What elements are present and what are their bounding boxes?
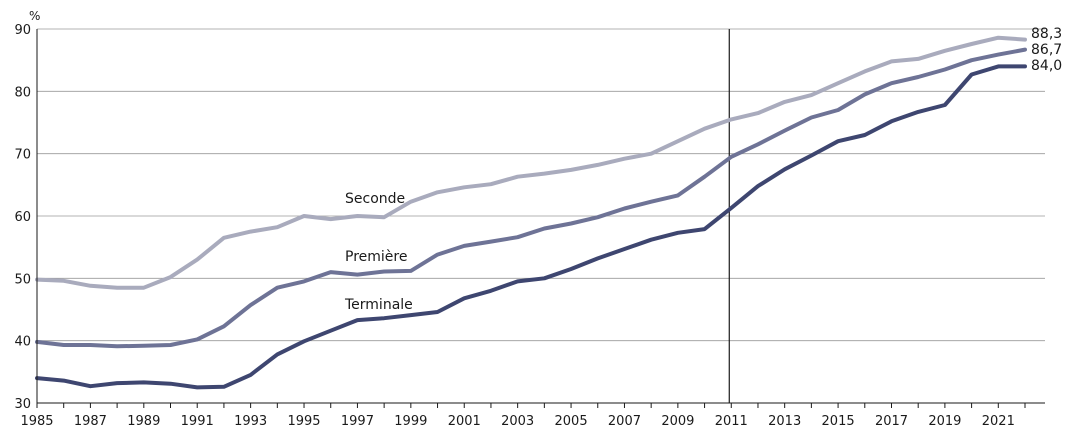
x-tick-label: 2011 — [715, 414, 748, 429]
x-tick-label: 2013 — [768, 414, 801, 429]
x-tick-label: 2005 — [555, 414, 588, 429]
x-tick-label: 2009 — [661, 414, 694, 429]
x-tick-label: 2003 — [501, 414, 534, 429]
x-tick-label: 2021 — [982, 414, 1015, 429]
x-tick-label: 1985 — [20, 414, 53, 429]
x-tick-label: 2015 — [822, 414, 855, 429]
end-value-label: 86,7 — [1031, 42, 1062, 58]
y-tick-label: 40 — [14, 335, 31, 350]
y-tick-label: 70 — [14, 148, 31, 163]
y-tick-label: 90 — [14, 23, 31, 38]
series-lines — [35, 35, 1027, 390]
end-value-label: 84,0 — [1031, 58, 1062, 74]
x-tick-label: 2007 — [608, 414, 641, 429]
y-tick-label: 60 — [14, 210, 31, 225]
end-value-label: 88,3 — [1031, 26, 1062, 42]
x-tick-label: 1993 — [234, 414, 267, 429]
series-labels: Seconde 88,3 Première 86,7 Terminale 84,0 — [344, 26, 1062, 313]
x-tick-label: 2001 — [448, 414, 481, 429]
series-label: Première — [345, 249, 407, 265]
x-tick-label: 1995 — [287, 414, 320, 429]
series-line-terminale — [35, 64, 1027, 390]
x-tick-label: 1997 — [341, 414, 374, 429]
x-tick-label: 1987 — [74, 414, 107, 429]
x-tick-label: 1991 — [181, 414, 214, 429]
x-tick-label: 1999 — [394, 414, 427, 429]
gridlines — [37, 28, 1045, 342]
series-label: Terminale — [344, 297, 413, 313]
x-tick-label: 2019 — [928, 414, 961, 429]
y-tick-label: 80 — [14, 85, 31, 100]
y-unit-label: % — [29, 9, 40, 23]
x-tick-label: 1989 — [127, 414, 160, 429]
series-label: Seconde — [345, 191, 405, 207]
axes: 30 40 50 60 70 80 90 1985 1987 1989 1991 1993 1995 19… — [14, 23, 1045, 429]
series-line-première — [35, 47, 1027, 349]
y-tick-label: 50 — [14, 272, 31, 287]
series-line-seconde — [35, 35, 1027, 290]
y-tick-label: 30 — [14, 397, 31, 412]
x-tick-label: 2017 — [875, 414, 908, 429]
